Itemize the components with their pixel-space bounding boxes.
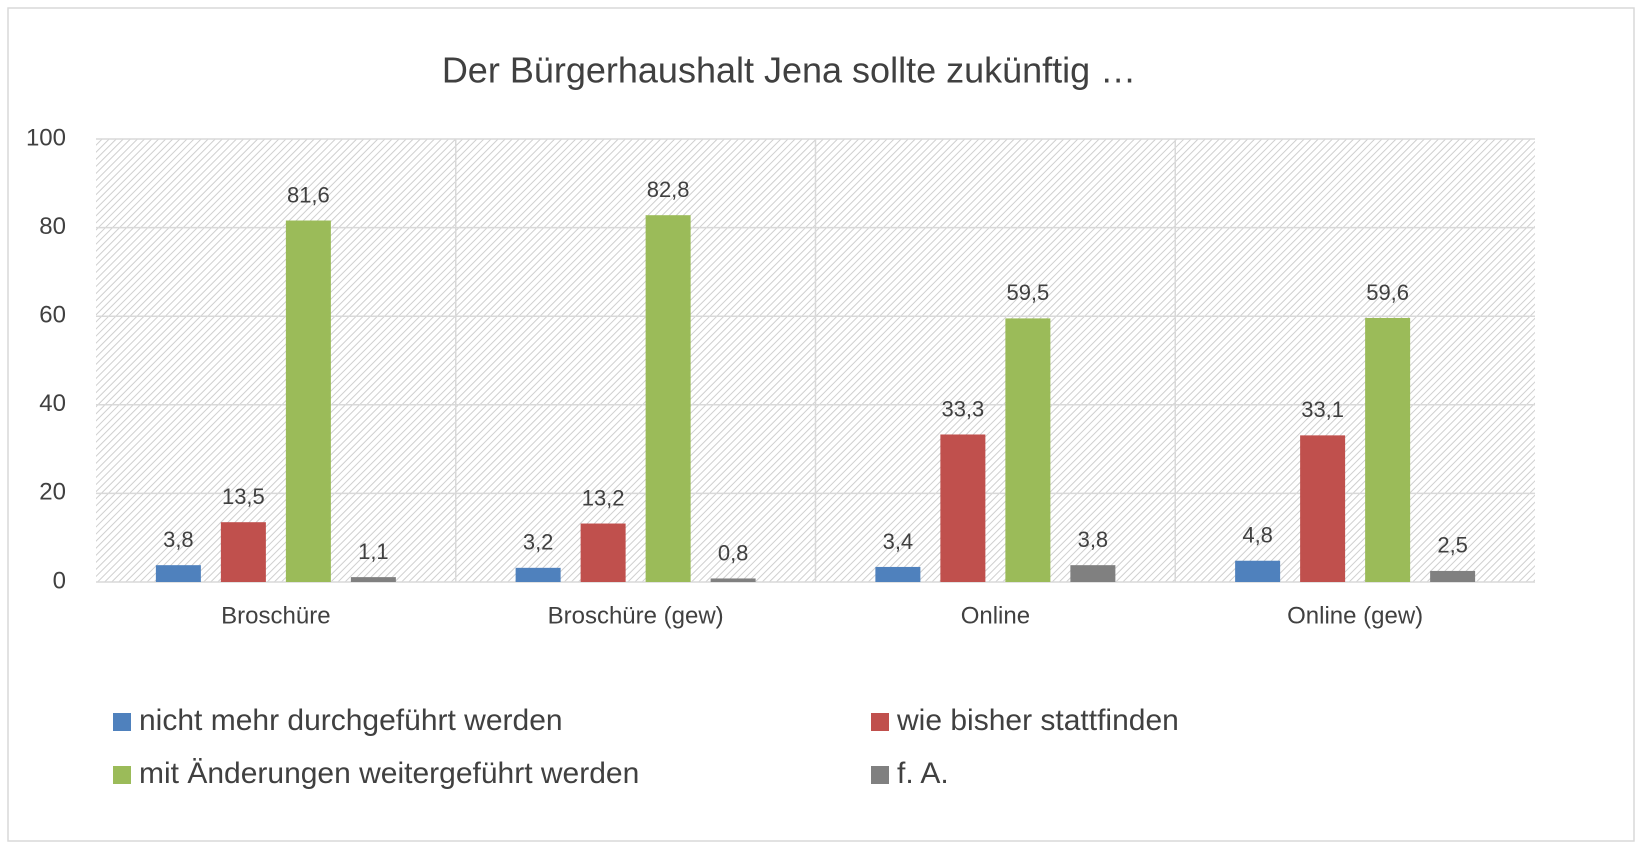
bar xyxy=(515,567,561,582)
bar xyxy=(1430,570,1476,582)
bar xyxy=(875,566,921,582)
legend-swatch xyxy=(871,766,889,784)
bar xyxy=(220,522,266,582)
x-tick-label: Broschüre (gew) xyxy=(548,602,724,629)
data-label: 13,2 xyxy=(582,485,625,510)
legend-swatch xyxy=(871,713,889,731)
bar xyxy=(1235,560,1281,582)
data-label: 82,8 xyxy=(647,177,690,202)
bar xyxy=(645,215,691,583)
data-label: 3,8 xyxy=(163,527,194,552)
x-tick-label: Online xyxy=(961,602,1030,629)
bar xyxy=(285,220,331,582)
data-label: 0,8 xyxy=(718,540,749,565)
x-tick-label: Online (gew) xyxy=(1287,602,1423,629)
bar xyxy=(1070,565,1116,582)
data-label: 59,5 xyxy=(1006,280,1049,305)
legend-label: f. A. xyxy=(897,757,949,790)
bar xyxy=(710,578,756,582)
x-tick-label: Broschüre xyxy=(221,602,330,629)
legend-label: wie bisher stattfinden xyxy=(896,704,1179,737)
y-tick-label: 80 xyxy=(39,213,66,240)
data-label: 3,4 xyxy=(883,529,914,554)
bar xyxy=(155,565,201,582)
data-label: 1,1 xyxy=(358,539,389,564)
bar xyxy=(350,577,396,582)
data-label: 33,3 xyxy=(941,396,984,421)
y-tick-label: 60 xyxy=(39,302,66,329)
bar xyxy=(1005,318,1051,582)
data-label: 33,1 xyxy=(1301,397,1344,422)
data-label: 2,5 xyxy=(1437,533,1468,558)
data-label: 59,6 xyxy=(1366,280,1409,305)
chart-title: Der Bürgerhaushalt Jena sollte zukünftig… xyxy=(442,50,1136,91)
bar xyxy=(1365,317,1411,582)
data-label: 81,6 xyxy=(287,182,330,207)
legend-swatch xyxy=(113,713,131,731)
y-tick-label: 0 xyxy=(53,567,66,594)
bar xyxy=(580,523,626,582)
data-label: 3,8 xyxy=(1078,527,1109,552)
legend-swatch xyxy=(113,766,131,784)
y-tick-label: 40 xyxy=(39,390,66,417)
data-label: 4,8 xyxy=(1242,523,1273,548)
data-label: 13,5 xyxy=(222,484,265,509)
y-tick-label: 20 xyxy=(39,479,66,506)
bar xyxy=(1300,435,1346,582)
bar xyxy=(940,434,986,582)
y-tick-label: 100 xyxy=(26,124,66,151)
legend-label: mit Änderungen weitergeführt werden xyxy=(139,757,639,790)
legend-label: nicht mehr durchgeführt werden xyxy=(139,704,563,737)
data-label: 3,2 xyxy=(523,530,554,555)
